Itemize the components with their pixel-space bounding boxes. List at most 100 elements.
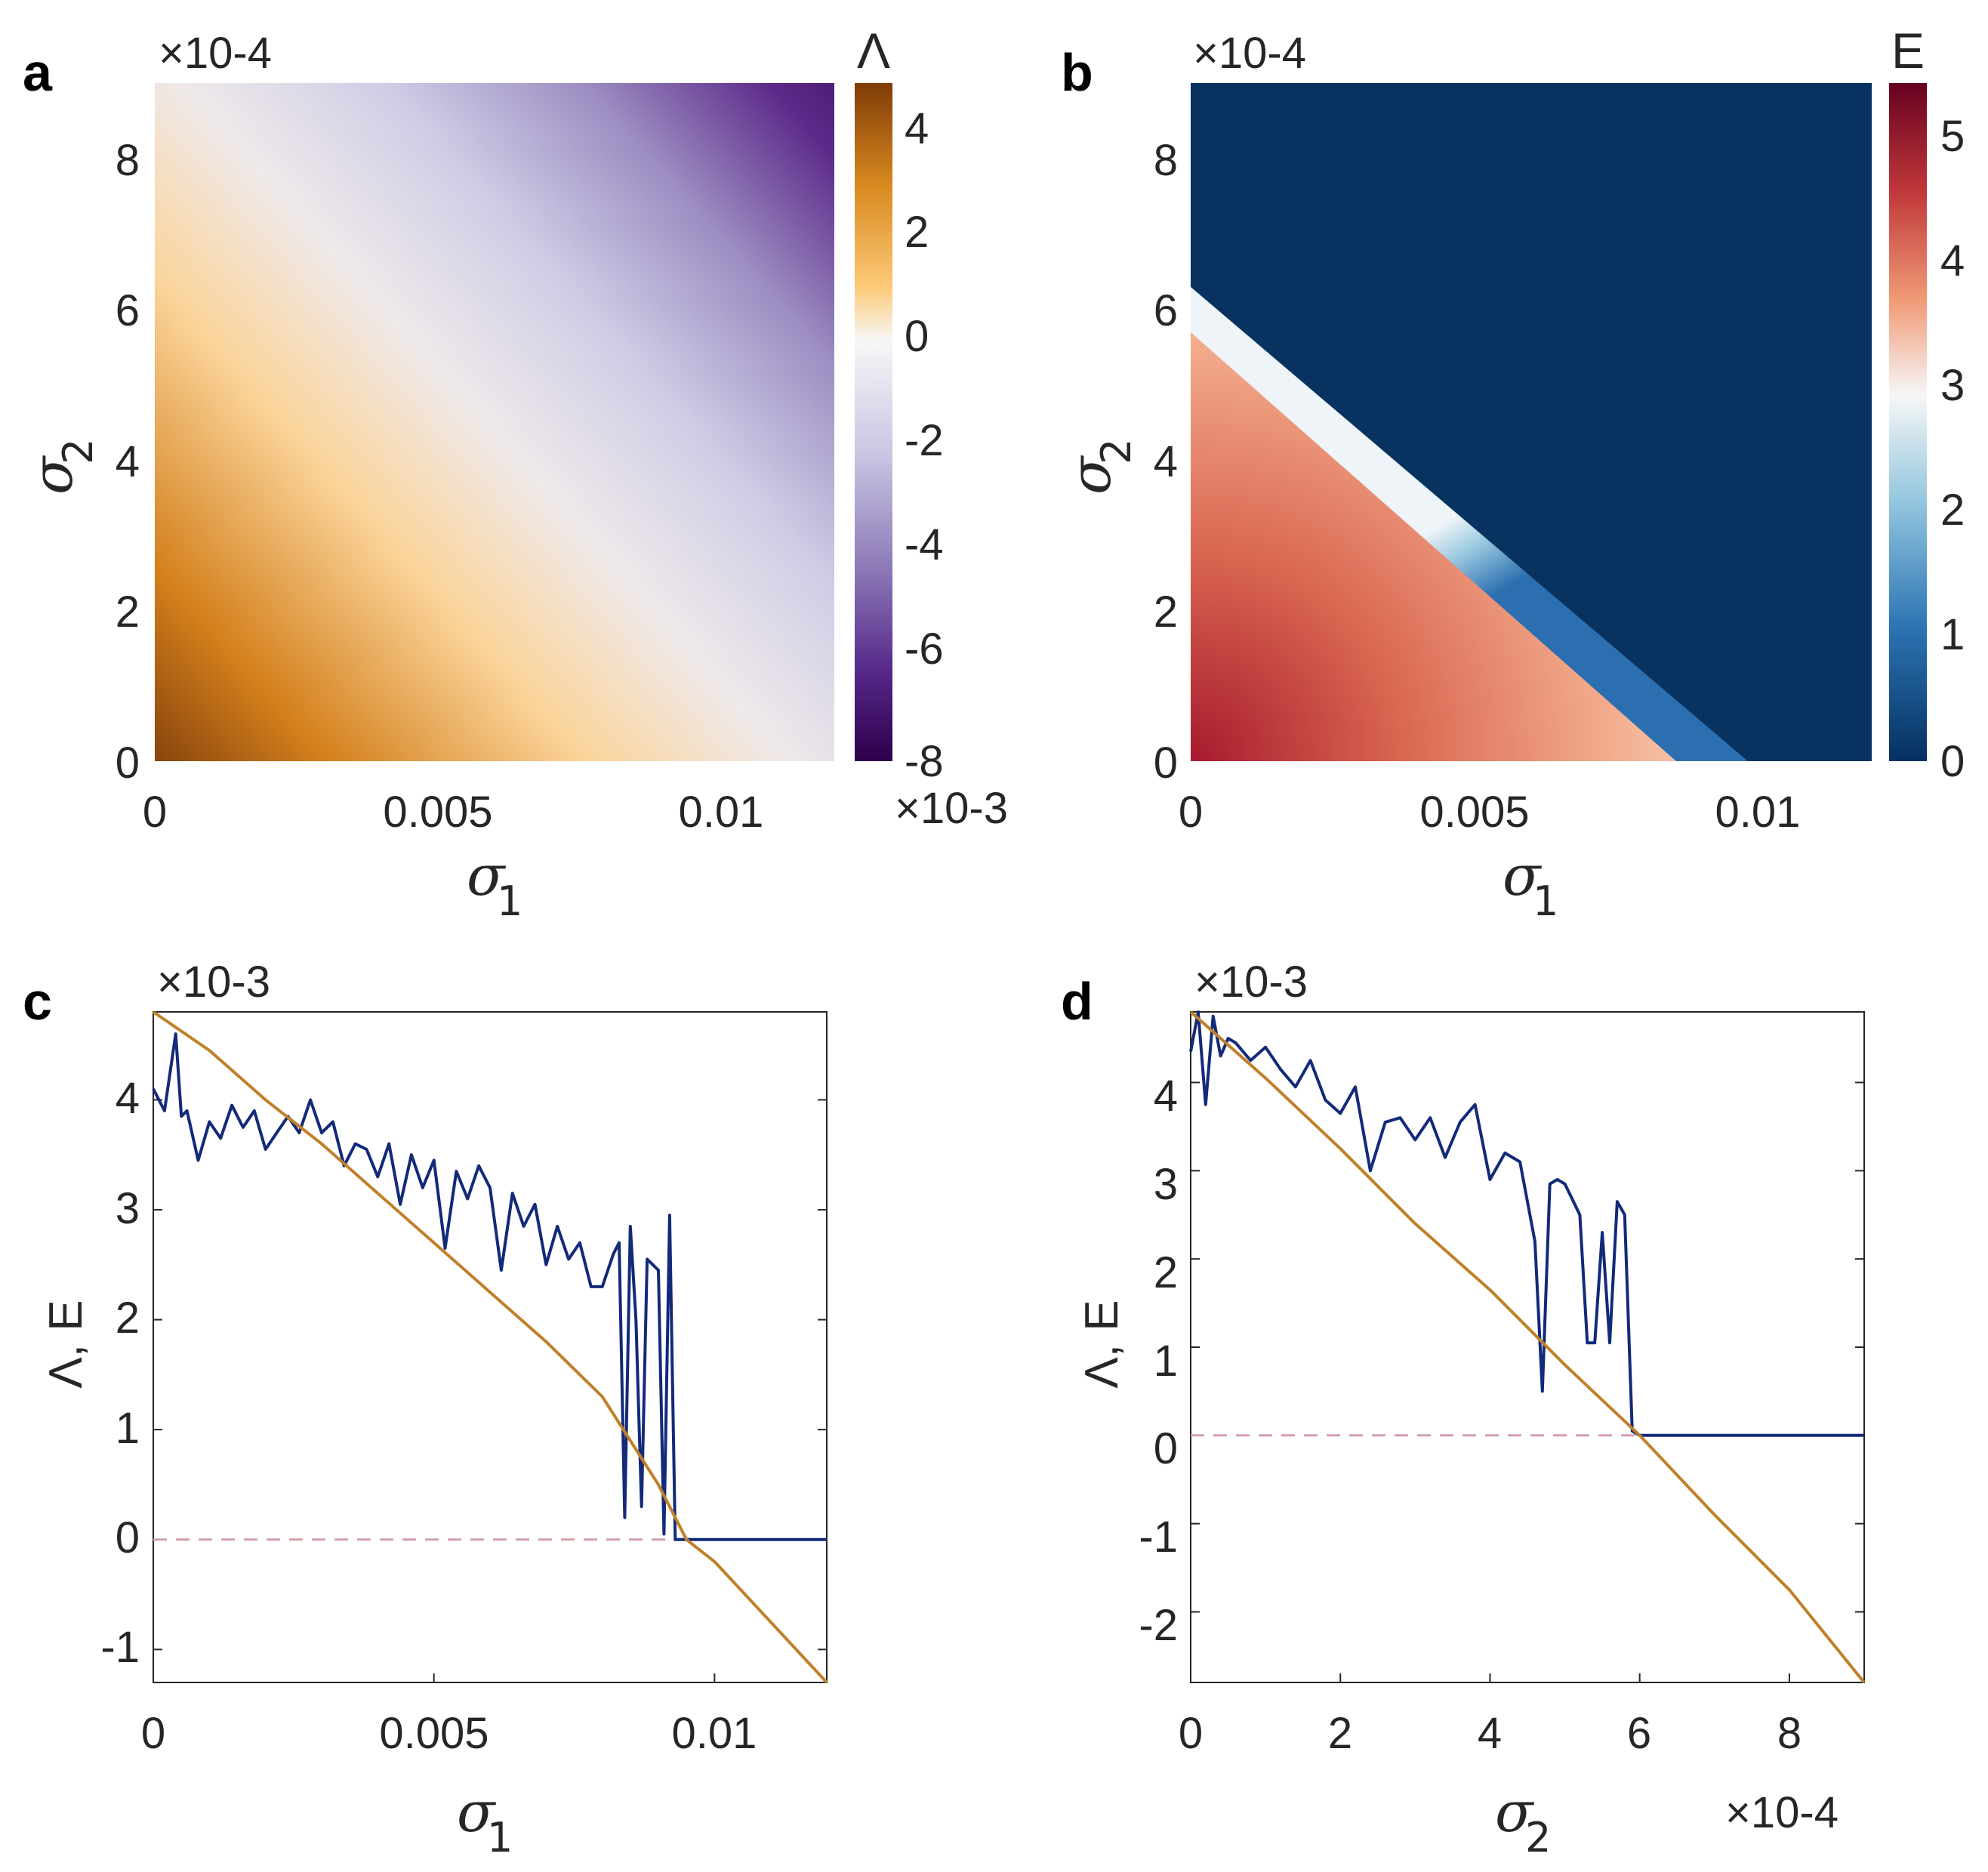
colorbar-E-ticks: 5 4 3 2 1 0 [1940, 112, 1965, 786]
panel-d-axes-box [1190, 1011, 1865, 1683]
panel-a-xlabel: σ 1 [467, 843, 522, 925]
panel-d-xtick: 6 [1627, 1709, 1651, 1758]
panel-d-ylabel: Λ, E [1076, 1300, 1128, 1388]
colorbar-E [1889, 83, 1927, 761]
panel-a-ytick: 6 [116, 286, 140, 335]
cbar-b-tick: 4 [1940, 236, 1965, 285]
panel-c-plot [152, 1010, 828, 1684]
panel-d-series-lambda [1189, 1010, 1866, 1684]
panel-a-ytick: 8 [116, 136, 140, 185]
panel-d-xtick: 4 [1478, 1709, 1502, 1758]
cbar-a-tick: -2 [905, 416, 944, 465]
panel-d-y-exponent: ×10-3 [1194, 958, 1308, 1007]
panel-d-xtick: 8 [1777, 1709, 1802, 1758]
panel-d-xlabel-sub: 2 [1525, 1814, 1551, 1861]
panel-b-xtick: 0 [1179, 788, 1203, 837]
cbar-a-tick: 4 [905, 104, 929, 153]
panel-d-series-E [1189, 1010, 1864, 1437]
colorbar-E-title: E [1891, 23, 1925, 79]
panel-d-ytick: -1 [1139, 1513, 1178, 1562]
panel-a-ytick: 4 [116, 437, 140, 486]
colorbar-lambda-exponent: ×10-3 [895, 784, 1008, 833]
panel-b-x-ticks: 0 0.005 0.01 [1179, 788, 1801, 837]
panel-c-ytick: 4 [116, 1074, 140, 1123]
panel-c-ylabel: Λ, E [40, 1300, 92, 1388]
panel-b-letter: b [1061, 43, 1093, 102]
panel-a-xtick: 0.005 [383, 788, 492, 837]
panel-d: d 0 2 4 6 8 -2 -1 0 1 2 3 4 ×10-3 ×10-4 … [1061, 958, 1866, 1861]
panel-b-xlabel-symbol: σ [1503, 843, 1543, 908]
panel-c: c 0 0.005 0.01 -1 0 1 2 3 4 ×10-3 σ 1 Λ,… [23, 958, 828, 1861]
colorbar-lambda-title: Λ [857, 23, 890, 79]
panel-d-ytick: -2 [1139, 1601, 1178, 1650]
panel-c-ytick: 2 [116, 1294, 140, 1343]
panel-a-ytick: 2 [116, 588, 140, 637]
panel-d-x-ticks: 0 2 4 6 8 [1179, 1709, 1802, 1758]
heatmap-E-warm-region [1191, 332, 1676, 761]
panel-a-ylabel-symbol: σ [20, 455, 85, 495]
panel-c-ytick: 1 [116, 1404, 140, 1453]
panel-d-ytick: 0 [1154, 1424, 1178, 1473]
panel-c-xlabel-sub: 1 [487, 1814, 513, 1861]
panel-c-letter: c [23, 972, 52, 1031]
panel-c-axes-box [153, 1011, 828, 1683]
panel-c-xlabel: σ 1 [457, 1780, 513, 1861]
panel-b-ylabel-symbol: σ [1059, 455, 1123, 495]
cbar-b-tick: 2 [1940, 486, 1965, 535]
panel-c-ytick: -1 [100, 1623, 140, 1672]
colorbar-lambda [855, 83, 892, 761]
panel-b-xlabel: σ 1 [1503, 843, 1558, 925]
panel-b-ytick: 2 [1154, 588, 1178, 637]
panel-c-ytick: 3 [116, 1184, 140, 1233]
panel-c-series-lambda [152, 1010, 828, 1684]
panel-b-ylabel: σ 2 [1059, 439, 1140, 495]
panel-d-y-ticks: -2 -1 0 1 2 3 4 [1139, 1072, 1178, 1650]
panel-d-plot [1189, 1010, 1866, 1684]
cbar-b-tick: 1 [1940, 610, 1965, 659]
panel-a-xtick: 0.01 [679, 788, 764, 837]
panel-b-ytick: 4 [1154, 437, 1178, 486]
panel-b-y-ticks: 0 2 4 6 8 [1154, 136, 1178, 788]
cbar-b-tick: 0 [1940, 737, 1965, 786]
panel-d-x-exponent: ×10-4 [1725, 1788, 1839, 1837]
cbar-a-tick: -6 [905, 625, 944, 674]
colorbar-lambda-ticks: 4 2 0 -2 -4 -6 -8 [905, 104, 944, 786]
panel-b-xlabel-sub: 1 [1533, 877, 1558, 925]
panel-b-xtick: 0.005 [1419, 788, 1529, 837]
panel-c-xtick: 0.005 [379, 1709, 489, 1758]
panel-c-xtick: 0.01 [672, 1709, 757, 1758]
panel-a-x-ticks: 0 0.005 0.01 [143, 788, 764, 837]
panel-a-ylabel: σ 2 [20, 439, 102, 495]
panel-a-ytick: 0 [116, 739, 140, 788]
panel-c-series-E [152, 1032, 827, 1541]
panel-c-ytick: 0 [116, 1513, 140, 1562]
panel-d-ytick: 4 [1154, 1072, 1178, 1121]
panel-b-ytick: 8 [1154, 136, 1178, 185]
panel-a-xlabel-symbol: σ [467, 843, 507, 908]
panel-d-xlabel: σ 2 [1495, 1780, 1551, 1861]
panel-d-ytick: 2 [1154, 1248, 1178, 1297]
panel-c-xtick: 0 [141, 1709, 165, 1758]
panel-a-letter: a [23, 43, 53, 102]
panel-b-ytick: 6 [1154, 286, 1178, 335]
cbar-b-tick: 5 [1940, 112, 1965, 161]
panel-c-x-ticks: 0 0.005 0.01 [141, 1709, 757, 1758]
panel-b-xtick: 0.01 [1715, 788, 1801, 837]
panel-a-ylabel-sub: 2 [54, 439, 102, 464]
cbar-a-tick: 2 [905, 208, 929, 257]
panel-b-ytick: 0 [1154, 739, 1178, 788]
cbar-a-tick: 0 [905, 312, 929, 361]
panel-d-ytick: 3 [1154, 1160, 1178, 1209]
panel-b-y-exponent: ×10-4 [1193, 29, 1306, 78]
panel-d-letter: d [1061, 972, 1093, 1031]
cbar-a-tick: -4 [905, 520, 944, 569]
panel-a-xtick: 0 [143, 788, 167, 837]
heatmap-lambda [155, 83, 834, 761]
panel-d-ytick: 1 [1154, 1337, 1178, 1386]
panel-a-y-exponent: ×10-4 [159, 29, 272, 78]
panel-d-xtick: 0 [1179, 1709, 1203, 1758]
cbar-b-tick: 3 [1940, 361, 1965, 410]
panel-c-y-ticks: -1 0 1 2 3 4 [100, 1074, 140, 1672]
panel-d-xlabel-symbol: σ [1495, 1780, 1535, 1845]
panel-c-xlabel-symbol: σ [457, 1780, 497, 1845]
